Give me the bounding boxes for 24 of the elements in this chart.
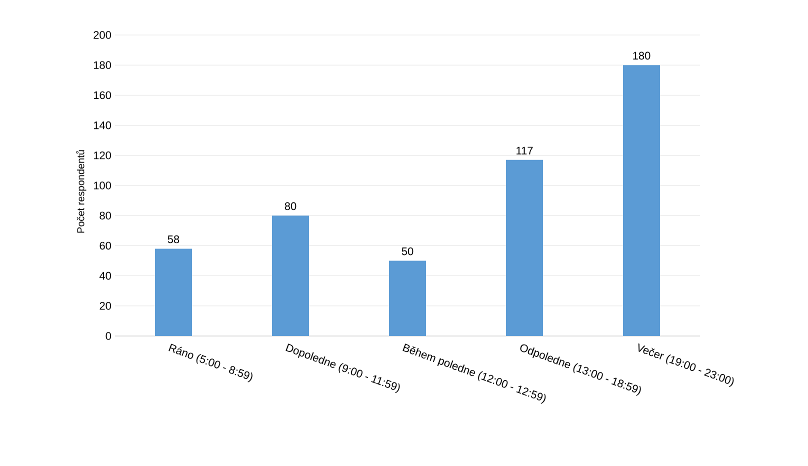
x-tick-label: Ráno (5:00 - 8:59) [168,344,252,382]
data-label: 80 [284,202,296,210]
data-label: 58 [168,235,180,244]
x-tick-label: Večer (19:00 - 23:00) [638,343,734,388]
bar [389,260,426,336]
y-tick-label: 100 [94,182,112,190]
data-label: 50 [402,247,414,256]
y-tick-label: 60 [100,242,112,250]
y-tick-label: 180 [94,61,112,69]
bar [272,216,310,336]
y-tick-label: 0 [106,332,112,340]
y-tick-label: 200 [94,31,112,39]
bar [623,65,660,336]
data-label: 180 [633,52,650,60]
y-tick-label: 20 [100,302,112,310]
data-label: 117 [516,146,533,154]
y-tick-label: 120 [94,152,112,160]
bar [506,160,544,336]
y-tick-label: 160 [94,91,112,100]
y-tick-label: 80 [100,212,112,220]
bar [155,248,192,336]
y-axis-title: Počet respondentů [76,150,86,233]
y-tick-label: 40 [99,272,112,280]
y-tick-label: 140 [94,121,112,130]
